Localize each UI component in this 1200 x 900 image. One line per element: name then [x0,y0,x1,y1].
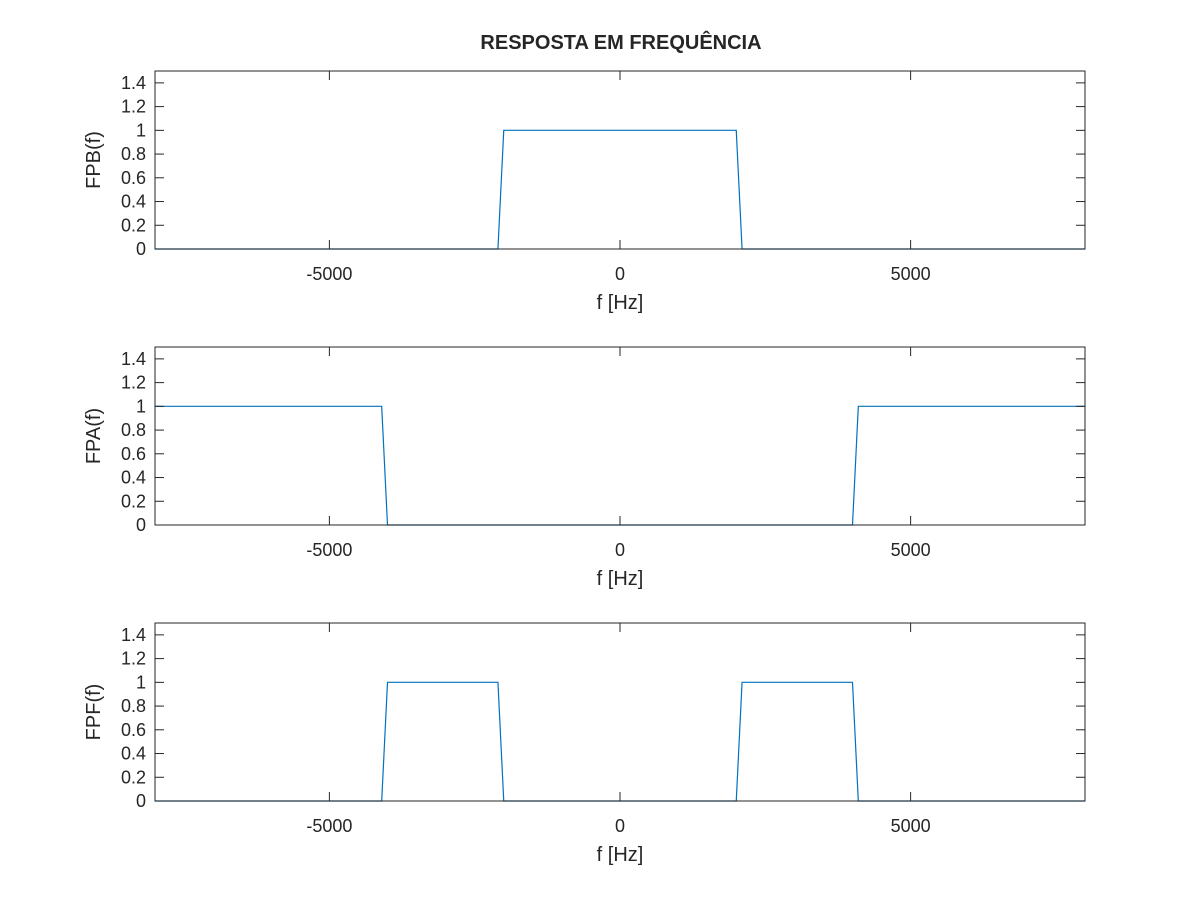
fpb-xtick-label: 0 [615,264,625,284]
fpa-panel: -5000 0 5000 0 0.2 0.4 0.6 0.8 1 1.2 1.4 f [Hz] FPA(… [83,346,1086,590]
fpb-xtick-label: 5000 [891,264,931,284]
fpb-xlabel: f [Hz] [597,292,644,314]
fpf-ytick-label: 1.4 [121,625,146,645]
fpf-ylabel: FPF(f) [83,684,105,741]
fpb-ytick-label: 0.4 [121,192,146,212]
fpa-ytick-label: 1.4 [121,349,146,369]
fpf-xlabel: f [Hz] [597,844,644,866]
fpa-xtick-label: 0 [615,540,625,560]
fpb-xtick-label: -5000 [306,264,352,284]
fpb-ytick-label: 1 [136,120,146,140]
fpf-ytick-label: 1.2 [121,649,146,669]
fpa-xtick-label: -5000 [306,540,352,560]
fpb-ytick-label: 1.2 [121,97,146,117]
fpa-ytick-label: 0.8 [121,420,146,440]
fpa-ytick-label: 1 [136,396,146,416]
fpb-ytick-label: 1.4 [121,73,146,93]
fpa-ytick-label: 0.6 [121,444,146,464]
fpa-xlabel: f [Hz] [597,568,644,590]
fpa-xtick-label: 5000 [891,540,931,560]
fpf-xtick-label: 5000 [891,816,931,836]
fpa-ytick-label: 1.2 [121,373,146,393]
figure-title: RESPOSTA EM FREQUÊNCIA [480,30,761,54]
fpa-ytick-label: 0 [136,515,146,535]
fpa-ytick-label: 0.2 [121,491,146,511]
fpf-ytick-label: 0.8 [121,696,146,716]
fpf-ytick-label: 1 [136,672,146,692]
fpb-panel: -5000 0 5000 0 0.2 0.4 0.6 0.8 1 1.2 1.4 f [Hz] FPB(… [83,70,1086,314]
fpb-ytick-label: 0.2 [121,215,146,235]
fpb-ytick-label: 0.6 [121,168,146,188]
fpf-panel: -5000 0 5000 0 0.2 0.4 0.6 0.8 1 1.2 1.4 f [Hz] FPF(… [83,622,1086,866]
fpf-ytick-label: 0.6 [121,720,146,740]
fpf-xtick-label: -5000 [306,816,352,836]
fpf-xtick-label: 0 [615,816,625,836]
fpf-ytick-label: 0.2 [121,767,146,787]
fpa-ylabel: FPA(f) [83,408,105,464]
fpb-ylabel: FPB(f) [83,131,105,189]
fpa-ytick-label: 0.4 [121,468,146,488]
fpb-ytick-label: 0.8 [121,144,146,164]
fpf-ytick-label: 0.4 [121,744,146,764]
subplots: -5000 0 5000 0 0.2 0.4 0.6 0.8 1 1.2 1.4 f [Hz] FPB(… [83,70,1086,866]
fpb-ytick-label: 0 [136,239,146,259]
fpf-ytick-label: 0 [136,791,146,811]
